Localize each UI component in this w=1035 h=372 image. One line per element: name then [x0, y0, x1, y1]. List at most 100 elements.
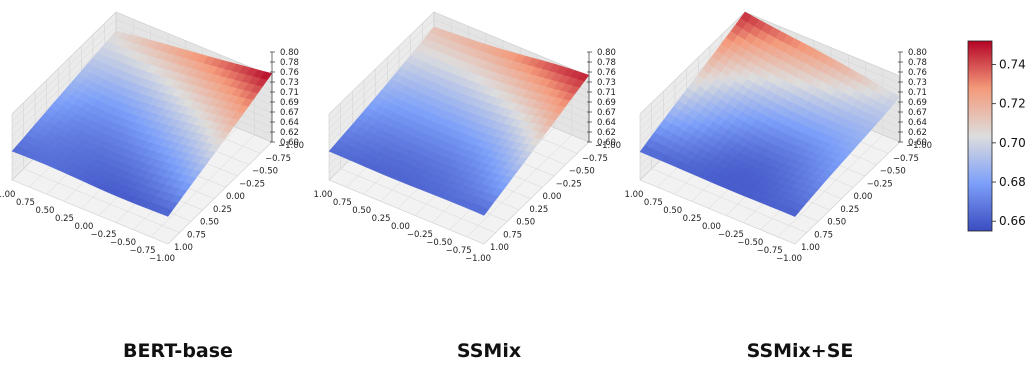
x-tick-label: 0.00: [391, 222, 410, 232]
z-tick-label: 0.73: [908, 78, 927, 88]
z-tick-label: 0.80: [280, 48, 299, 58]
z-tick-label: 0.76: [597, 68, 616, 78]
z-tick-label: 0.60: [280, 138, 299, 148]
x-tick-label: −0.50: [426, 238, 452, 248]
colorbar-tick-label: 0.70: [999, 136, 1026, 150]
x-tick-label: 0.00: [75, 222, 94, 232]
z-tick-label: 0.67: [908, 108, 927, 118]
y-tick-label: −0.75: [582, 154, 608, 164]
z-tick-label: 0.71: [597, 88, 616, 98]
y-tick-label: −1.00: [906, 141, 932, 151]
y-tick-label: 0.75: [503, 230, 522, 240]
x-tick-label: 0.75: [644, 198, 663, 208]
x-tick-label: 0.50: [352, 206, 371, 216]
x-tick-label: 0.50: [663, 206, 682, 216]
y-tick-label: 0.50: [516, 218, 535, 228]
grid-line: [328, 26, 435, 129]
x-tick-label: −1.00: [149, 254, 175, 264]
x-tick-label: 1.00: [0, 190, 15, 200]
y-tick-label: 0.00: [543, 192, 562, 202]
y-tick-label: 0.75: [814, 230, 833, 240]
surface-plot-2: 0.800.780.760.730.710.690.670.640.620.60…: [314, 11, 621, 264]
y-tick-label: −0.75: [893, 154, 919, 164]
grid-line: [11, 26, 117, 129]
z-tick-label: 0.71: [908, 88, 927, 98]
y-tick-label: −0.50: [252, 167, 278, 177]
x-tick-label: −1.00: [776, 254, 802, 264]
panel-title-bert-base: BERT-base: [123, 340, 233, 362]
z-tick-label: 0.62: [597, 128, 616, 138]
grid-line: [150, 134, 255, 238]
y-tick-label: 0.25: [213, 205, 232, 215]
colorbar-tick-label: 0.74: [999, 58, 1026, 72]
y-tick-label: 1.00: [490, 243, 509, 253]
z-tick-label: 0.78: [597, 58, 616, 68]
z-tick-label: 0.69: [597, 98, 616, 108]
y-tick-label: 0.75: [187, 230, 206, 240]
grid-line: [11, 19, 117, 122]
y-tick-label: −1.00: [278, 141, 304, 151]
colorbar-tick-label: 0.66: [999, 214, 1026, 228]
surface-patch: [476, 206, 490, 216]
y-tick-label: 0.50: [827, 218, 846, 228]
colorbar-tick-label: 0.72: [999, 97, 1026, 111]
z-tick-label: 0.78: [280, 58, 299, 68]
z-tick-label: 0.60: [597, 138, 616, 148]
x-tick-label: −0.25: [407, 230, 433, 240]
x-tick-label: 0.25: [372, 214, 391, 224]
colorbar-gradient: [967, 40, 993, 232]
y-tick-label: −0.50: [569, 167, 595, 177]
grid-line: [23, 168, 180, 233]
colorbar-tick-label: 0.68: [999, 175, 1026, 189]
surface-panels: 0.800.780.760.730.710.690.670.640.620.60…: [0, 11, 932, 264]
grid-line: [777, 134, 883, 238]
x-tick-label: −1.00: [465, 254, 491, 264]
colorbar: 0.66 0.68 0.70 0.72 0.74: [967, 40, 1026, 232]
z-tick-label: 0.64: [597, 118, 616, 128]
z-tick-label: 0.62: [280, 128, 299, 138]
y-tick-label: 1.00: [801, 243, 820, 253]
y-tick-label: 0.25: [529, 205, 548, 215]
grid-line: [328, 19, 435, 122]
z-tick-label: 0.78: [908, 58, 927, 68]
x-tick-label: 0.50: [36, 206, 55, 216]
y-tick-label: −1.00: [595, 141, 621, 151]
x-tick-label: −0.50: [110, 238, 136, 248]
panel-title-ssmix-se: SSMix+SE: [746, 340, 854, 362]
y-tick-label: −0.75: [265, 154, 291, 164]
surface-patch: [787, 208, 801, 217]
z-tick-label: 0.69: [280, 98, 299, 108]
x-tick-label: −0.50: [737, 238, 763, 248]
z-tick-label: 0.80: [908, 48, 927, 58]
x-tick-label: 1.00: [625, 190, 644, 200]
x-tick-label: 0.25: [683, 214, 702, 224]
x-tick-label: 0.25: [55, 214, 74, 224]
z-tick-label: 0.80: [597, 48, 616, 58]
x-tick-label: 1.00: [314, 190, 333, 200]
grid-line: [651, 168, 807, 233]
y-tick-label: 1.00: [174, 243, 193, 253]
surface-plot-1: 0.800.780.760.730.710.690.670.640.620.60…: [0, 11, 304, 264]
z-tick-label: 0.76: [908, 68, 927, 78]
z-tick-label: 0.64: [280, 118, 299, 128]
x-tick-label: −0.75: [129, 246, 155, 256]
z-tick-label: 0.64: [908, 118, 927, 128]
surface-plot-3: 0.800.780.760.730.710.690.670.640.620.60…: [625, 11, 932, 264]
surface-mesh: [11, 30, 273, 217]
z-tick-label: 0.71: [280, 88, 299, 98]
x-tick-label: 0.75: [333, 198, 352, 208]
surface-mesh: [639, 11, 901, 217]
grid-line: [466, 134, 572, 238]
z-tick-label: 0.60: [908, 138, 927, 148]
z-tick-label: 0.69: [908, 98, 927, 108]
x-tick-label: 0.00: [702, 222, 721, 232]
panel-title-ssmix: SSMix: [456, 340, 522, 362]
y-tick-label: 0.00: [854, 192, 873, 202]
z-tick-label: 0.67: [597, 108, 616, 118]
x-tick-label: −0.25: [718, 230, 744, 240]
z-tick-label: 0.62: [908, 128, 927, 138]
z-tick-label: 0.73: [280, 78, 299, 88]
x-tick-label: −0.25: [90, 230, 116, 240]
y-tick-label: 0.50: [200, 218, 219, 228]
x-tick-label: 0.75: [16, 198, 35, 208]
